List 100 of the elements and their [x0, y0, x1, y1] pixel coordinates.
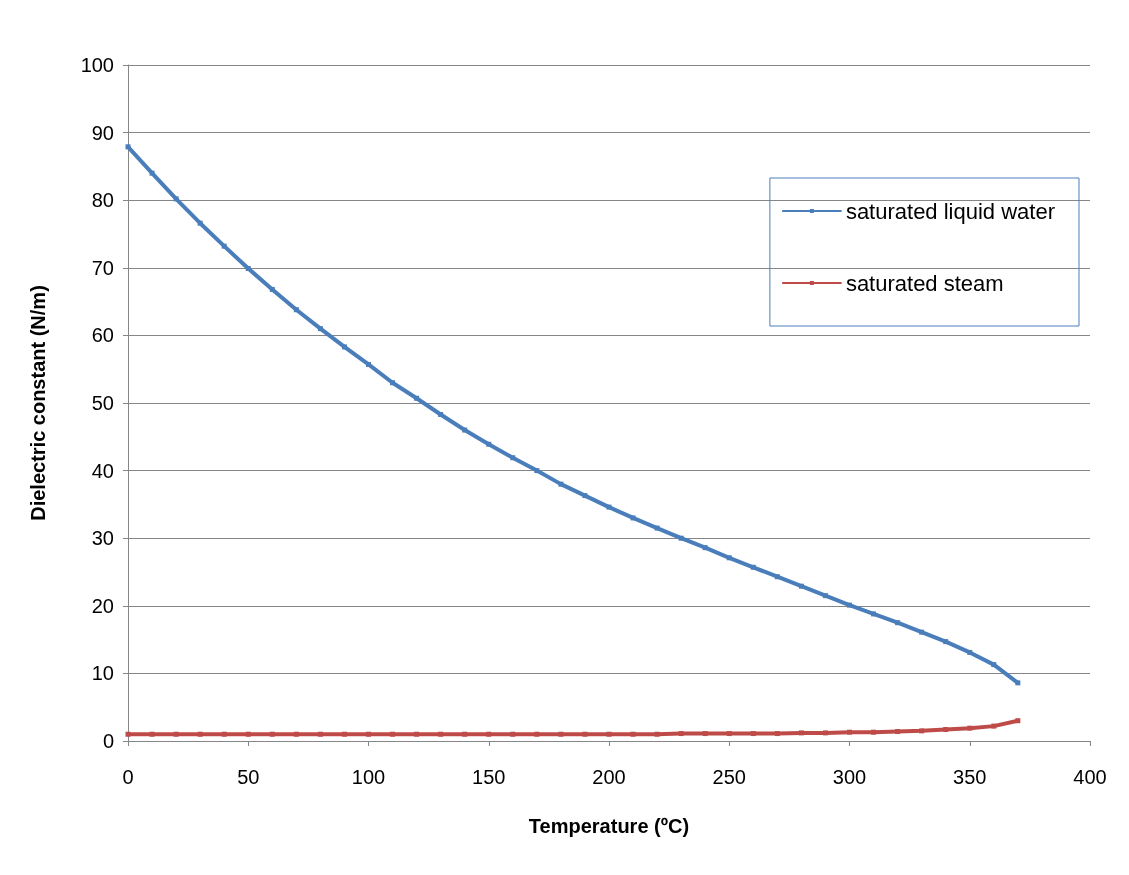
- point: [390, 380, 396, 386]
- point: [438, 731, 444, 737]
- point: [245, 731, 251, 737]
- point: [606, 504, 612, 510]
- point: [486, 731, 492, 737]
- point: [534, 468, 540, 474]
- point: [197, 731, 203, 737]
- point: [414, 731, 420, 737]
- point: [221, 731, 227, 737]
- y-tick-label: 40: [91, 459, 114, 482]
- point: [702, 731, 708, 737]
- point: [293, 731, 299, 737]
- x-tick-label: 200: [592, 766, 626, 788]
- point: [847, 602, 852, 608]
- point: [630, 515, 636, 521]
- y-tick-label: 50: [91, 392, 114, 414]
- point: [366, 731, 371, 737]
- x-tick-label: 350: [953, 766, 987, 788]
- point: [125, 731, 131, 737]
- point: [582, 493, 588, 499]
- point: [678, 535, 684, 541]
- x-tick-label: 50: [237, 766, 260, 788]
- point: [654, 525, 660, 531]
- point: [149, 170, 155, 176]
- point: [317, 731, 323, 737]
- point: [991, 723, 997, 729]
- point: [750, 564, 756, 570]
- point: [702, 545, 708, 551]
- point: [269, 286, 275, 292]
- point: [510, 731, 516, 737]
- point: [558, 481, 564, 487]
- point: [438, 411, 444, 417]
- x-tick-label: 400: [1073, 766, 1107, 788]
- point: [366, 361, 371, 367]
- point: [726, 555, 732, 561]
- y-tick-label: 30: [91, 527, 114, 550]
- point: [462, 731, 468, 737]
- point: [269, 731, 275, 737]
- point: [149, 731, 155, 737]
- point: [726, 731, 732, 737]
- point: [293, 307, 299, 313]
- point: [197, 220, 203, 226]
- y-axis-title: Dielectric constant (N/m): [27, 285, 49, 521]
- point: [774, 731, 780, 737]
- point: [390, 731, 396, 737]
- point: [798, 583, 804, 589]
- point: [895, 729, 901, 735]
- point: [125, 144, 131, 150]
- legend-label: saturated steam: [845, 270, 1004, 296]
- x-tick-label: 300: [832, 766, 867, 788]
- point: [871, 729, 877, 735]
- y-tick-label: 10: [91, 662, 114, 685]
- x-tick-label: 150: [472, 766, 506, 788]
- point: [341, 731, 347, 737]
- point: [895, 620, 901, 626]
- point: [847, 729, 852, 735]
- point: [774, 574, 780, 580]
- point: [534, 731, 540, 737]
- point: [414, 395, 420, 401]
- point: [654, 731, 660, 737]
- y-tick-label: 20: [91, 594, 114, 617]
- point: [486, 441, 492, 447]
- y-tick-label: 100: [80, 54, 114, 76]
- y-tick-label: 0: [102, 730, 114, 752]
- point: [943, 639, 949, 645]
- y-tick-label: 60: [91, 324, 114, 347]
- point: [558, 731, 564, 737]
- y-tick-label: 90: [91, 121, 114, 144]
- point: [678, 731, 684, 737]
- legend-label: saturated liquid water: [845, 198, 1056, 224]
- point: [462, 427, 468, 433]
- y-tick-label: 70: [91, 256, 114, 279]
- point: [341, 344, 347, 350]
- point: [871, 611, 877, 617]
- point: [245, 265, 251, 271]
- point: [221, 243, 227, 249]
- x-tick-label: 0: [122, 766, 134, 788]
- point: [630, 731, 636, 737]
- point: [822, 593, 828, 599]
- point: [991, 662, 997, 668]
- point: [1015, 680, 1021, 686]
- point: [822, 730, 828, 736]
- point: [750, 731, 756, 737]
- x-tick-label: 100: [351, 766, 386, 788]
- point: [1015, 718, 1021, 724]
- y-tick-label: 80: [91, 189, 114, 212]
- point: [919, 728, 925, 734]
- point: [606, 731, 612, 737]
- point: [173, 731, 179, 737]
- x-axis-title: Temperature (ºC): [528, 815, 690, 837]
- point: [317, 326, 323, 332]
- point: [967, 649, 973, 655]
- point: [919, 629, 925, 635]
- x-tick-label: 250: [712, 766, 746, 788]
- point: [967, 725, 973, 731]
- point: [582, 731, 588, 737]
- point: [798, 730, 804, 736]
- point: [510, 455, 516, 461]
- point: [943, 727, 949, 733]
- point: [173, 196, 179, 202]
